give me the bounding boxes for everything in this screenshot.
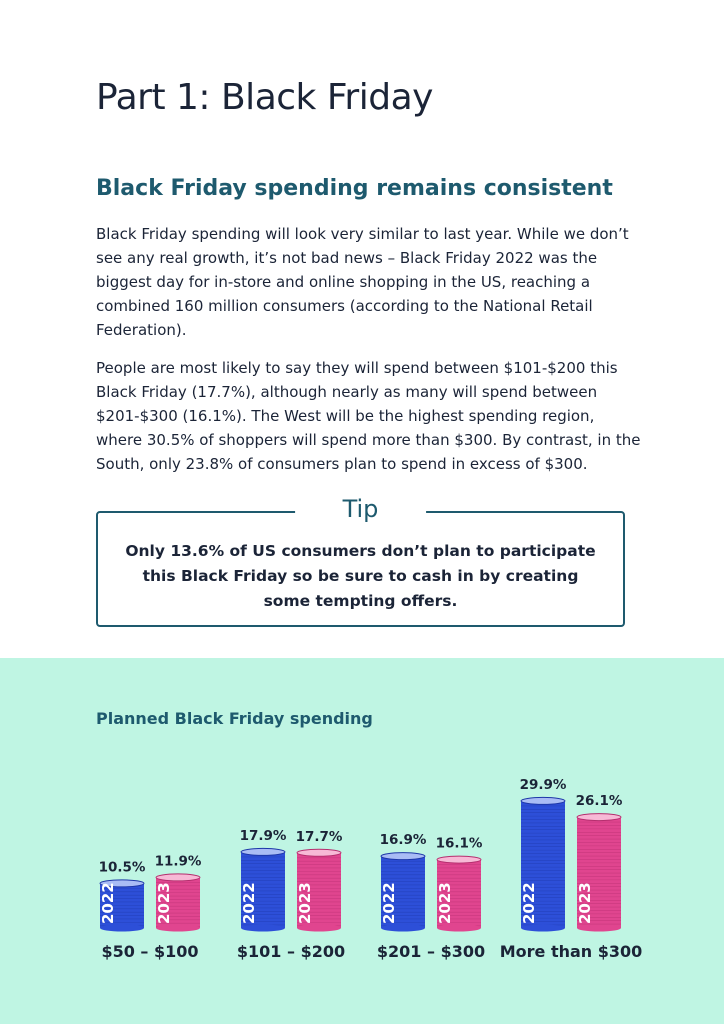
bar-bottom bbox=[521, 924, 565, 932]
bar-year-label: 2022 bbox=[520, 882, 538, 924]
bar-top bbox=[576, 813, 622, 822]
chart-panel: Planned Black Friday spending 2022 10.5% 2… bbox=[0, 658, 724, 1024]
bar-2022-3: 2022 29.9% bbox=[520, 777, 567, 932]
tip-box: Tip Only 13.6% of US consumers don’t pla… bbox=[96, 493, 625, 627]
bar-bottom bbox=[241, 924, 285, 932]
bar-body bbox=[241, 851, 285, 928]
category-label: $50 – $100 bbox=[101, 942, 198, 961]
bar-bottom bbox=[100, 924, 144, 932]
chart-title: Planned Black Friday spending bbox=[96, 709, 373, 728]
data-label: 11.9% bbox=[155, 853, 202, 869]
bar-bottom bbox=[437, 924, 481, 932]
data-label: 10.5% bbox=[99, 859, 146, 875]
bar-top bbox=[155, 873, 201, 882]
bar-2023-2: 2023 16.1% bbox=[436, 836, 483, 932]
bar-year-label: 2023 bbox=[296, 882, 314, 924]
page-title: Part 1: Black Friday bbox=[96, 77, 433, 118]
bar-2022-0: 2022 10.5% bbox=[99, 859, 146, 932]
data-label: 26.1% bbox=[576, 793, 623, 809]
data-label: 16.9% bbox=[380, 832, 427, 848]
bar-year-label: 2023 bbox=[155, 882, 173, 924]
bar-body bbox=[100, 883, 144, 928]
bar-body bbox=[437, 859, 481, 928]
bar-year-label: 2022 bbox=[380, 882, 398, 924]
bar-top bbox=[380, 852, 426, 861]
bar-body bbox=[521, 800, 565, 928]
bar-top bbox=[99, 879, 145, 888]
bar-2023-3: 2023 26.1% bbox=[576, 793, 623, 932]
bar-year-label: 2023 bbox=[576, 882, 594, 924]
bar-2022-2: 2022 16.9% bbox=[380, 832, 427, 932]
bar-top bbox=[520, 796, 566, 805]
bar-bottom bbox=[297, 924, 341, 932]
bar-2023-1: 2023 17.7% bbox=[296, 829, 343, 932]
data-label: 17.7% bbox=[296, 829, 343, 845]
bar-bottom bbox=[156, 924, 200, 932]
data-label: 17.9% bbox=[240, 828, 287, 844]
bar-top bbox=[296, 848, 342, 857]
bar-year-label: 2022 bbox=[99, 882, 117, 924]
category-label: $201 – $300 bbox=[377, 942, 485, 961]
data-label: 16.1% bbox=[436, 836, 483, 852]
bar-top bbox=[240, 847, 286, 856]
bar-2023-0: 2023 11.9% bbox=[155, 853, 202, 932]
bar-top bbox=[436, 855, 482, 864]
bar-2022-1: 2022 17.9% bbox=[240, 828, 287, 932]
body-paragraph-2: People are most likely to say they will … bbox=[96, 359, 641, 473]
tip-label: Tip bbox=[294, 493, 427, 525]
bar-bottom bbox=[381, 924, 425, 932]
bar-bottom bbox=[577, 924, 621, 932]
body-paragraph-1: Black Friday spending will look very sim… bbox=[96, 225, 629, 339]
section-heading: Black Friday spending remains consistent bbox=[96, 176, 613, 201]
category-label: $101 – $200 bbox=[237, 942, 345, 961]
category-label: More than $300 bbox=[500, 942, 643, 961]
tip-text: Only 13.6% of US consumers don’t plan to… bbox=[125, 542, 596, 610]
data-label: 29.9% bbox=[520, 777, 567, 793]
bar-year-label: 2023 bbox=[436, 882, 454, 924]
bar-year-label: 2022 bbox=[240, 882, 258, 924]
